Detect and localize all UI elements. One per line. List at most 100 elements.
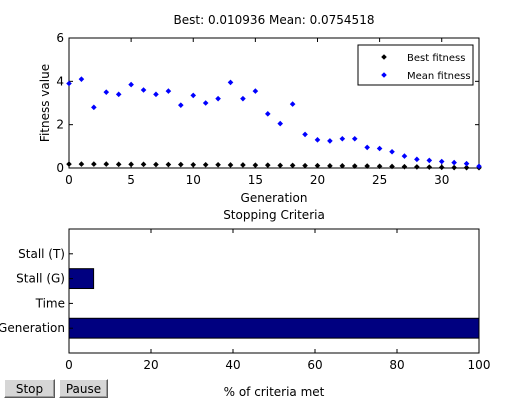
legend-marker-best: [381, 54, 387, 60]
mean-fitness-point: [327, 138, 333, 144]
best-fitness-point: [289, 162, 296, 169]
best-fitness-point: [264, 162, 271, 168]
best-fitness-point: [401, 163, 408, 170]
mean-fitness-point: [165, 88, 172, 94]
criteria-chart-title: Stopping Criteria: [223, 208, 325, 222]
mean-fitness-point: [264, 111, 271, 117]
best-fitness-point: [351, 163, 358, 169]
mean-fitness-point: [215, 95, 221, 102]
fitness-y-tick-label: 4: [56, 74, 64, 88]
best-fitness-point: [426, 164, 433, 170]
criteria-x-tick-label: 20: [143, 358, 158, 372]
mean-fitness-point: [78, 76, 85, 82]
best-fitness-point: [165, 161, 172, 168]
fitness-legend: [357, 44, 474, 86]
legend-marker-mean: [381, 72, 387, 78]
fitness-y-tick-label: 2: [56, 118, 64, 132]
fitness-x-axis-label: Generation: [241, 191, 308, 205]
mean-fitness-point: [401, 153, 408, 159]
mean-fitness-point: [438, 158, 445, 165]
best-fitness-point: [389, 163, 395, 170]
fitness-chart-title: Best: 0.010936 Mean: 0.0754518: [174, 13, 375, 27]
mean-fitness-point: [339, 135, 346, 142]
mean-fitness-point: [202, 100, 209, 106]
best-fitness-point: [215, 161, 221, 168]
criteria-category-label: Generation: [0, 321, 65, 335]
pause-button[interactable]: Pause: [59, 379, 108, 398]
mean-fitness-point: [414, 156, 420, 163]
fitness-x-tick-label: 25: [372, 173, 387, 187]
mean-fitness-point: [103, 89, 110, 95]
best-fitness-point: [103, 161, 110, 167]
fitness-x-tick-label: 30: [434, 173, 449, 187]
criteria-x-tick-label: 40: [225, 358, 240, 372]
best-fitness-point: [364, 163, 370, 169]
criteria-category-label: Time: [35, 296, 65, 310]
best-fitness-point: [202, 161, 209, 168]
criteria-bar-generation: [68, 317, 480, 339]
mean-fitness-point: [227, 79, 234, 86]
mean-fitness-point: [178, 102, 184, 108]
best-fitness-point: [240, 162, 246, 168]
mean-fitness-point: [153, 91, 159, 98]
best-fitness-point: [376, 163, 383, 170]
mean-fitness-point: [115, 91, 122, 98]
mean-fitness-point: [190, 92, 197, 99]
mean-fitness-point: [351, 135, 358, 142]
best-fitness-point: [140, 161, 147, 168]
mean-fitness-point: [252, 88, 259, 94]
best-fitness-point: [178, 161, 184, 168]
best-fitness-point: [128, 161, 134, 168]
best-fitness-point: [78, 161, 85, 167]
mean-fitness-point: [376, 145, 383, 152]
mean-fitness-point: [240, 95, 246, 102]
mean-fitness-point: [128, 81, 134, 88]
best-fitness-point: [451, 164, 457, 171]
best-fitness-point: [190, 161, 197, 168]
best-fitness-point: [66, 161, 72, 167]
fitness-x-tick-label: 10: [186, 173, 201, 187]
best-fitness-point: [438, 164, 445, 171]
mean-fitness-point: [314, 137, 321, 143]
fitness-x-tick-label: 0: [65, 173, 73, 187]
mean-fitness-point: [476, 163, 482, 170]
criteria-x-tick-label: 60: [307, 358, 322, 372]
best-fitness-point: [153, 161, 159, 168]
best-fitness-point: [339, 163, 346, 169]
best-fitness-point: [91, 161, 97, 167]
criteria-x-tick-label: 80: [389, 358, 404, 372]
fitness-y-axis-label: Fitness value: [38, 64, 52, 142]
fitness-x-tick-label: 20: [310, 173, 325, 187]
fitness-y-tick-label: 0: [56, 161, 64, 175]
mean-fitness-point: [302, 131, 308, 138]
fitness-y-tick-label: 6: [56, 31, 64, 45]
mean-fitness-point: [364, 144, 370, 151]
best-fitness-point: [314, 162, 321, 169]
stop-button[interactable]: Stop: [4, 379, 55, 398]
best-fitness-point: [227, 162, 234, 168]
mean-fitness-point: [140, 87, 147, 93]
criteria-x-tick-label: 100: [468, 358, 491, 372]
best-fitness-point: [115, 161, 122, 168]
best-fitness-point: [414, 164, 420, 170]
best-fitness-point: [327, 163, 333, 169]
legend-label-mean-fitness: Mean fitness: [407, 71, 471, 82]
criteria-x-axis-label: % of criteria met: [224, 385, 325, 399]
mean-fitness-point: [426, 157, 433, 164]
mean-fitness-point: [91, 104, 97, 111]
mean-fitness-point: [289, 101, 296, 107]
fitness-x-tick-label: 5: [127, 173, 135, 187]
criteria-category-label: Stall (T): [18, 247, 65, 261]
mean-fitness-point: [451, 159, 457, 166]
mean-fitness-point: [389, 148, 395, 155]
criteria-x-tick-label: 0: [65, 358, 73, 372]
mean-fitness-point: [463, 160, 470, 167]
mean-fitness-point: [66, 80, 72, 87]
mean-fitness-point: [277, 120, 284, 127]
best-fitness-point: [252, 162, 259, 168]
fitness-x-tick-label: 15: [248, 173, 263, 187]
legend-label-best-fitness: Best fitness: [407, 53, 465, 64]
criteria-category-label: Stall (G): [16, 272, 65, 286]
best-fitness-point: [277, 162, 284, 169]
